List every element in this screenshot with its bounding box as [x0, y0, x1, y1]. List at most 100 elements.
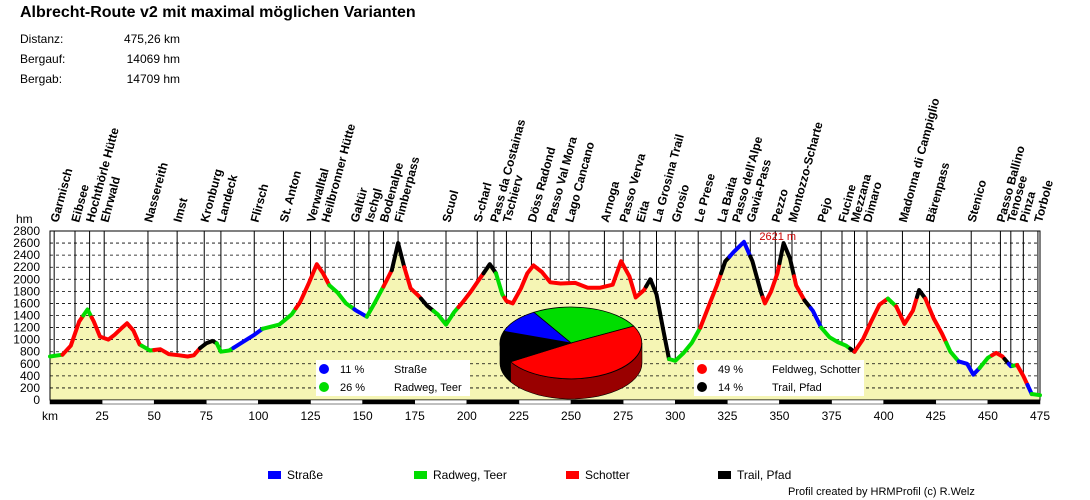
- x-axis-scale-band: [727, 399, 780, 405]
- share-percent: 26 %: [340, 382, 365, 394]
- profile-segment-trail: [419, 296, 436, 313]
- share-percent: 49 %: [718, 364, 743, 376]
- legend-item-trail: Trail, Pfad: [718, 468, 791, 482]
- waypoint-label: Stenico: [965, 178, 990, 223]
- y-tick-label: 2800: [13, 224, 40, 238]
- share-dot-strasse: [319, 364, 329, 374]
- profile-segment-schotter: [152, 346, 203, 359]
- profile-segment-radweg: [667, 325, 703, 363]
- y-tick-label: 1400: [13, 309, 40, 323]
- share-dot-radweg: [319, 382, 329, 392]
- profile-segment-trail: [777, 241, 797, 279]
- share-item-background: [316, 360, 470, 378]
- x-tick-label: 250: [561, 409, 581, 423]
- x-axis-scale-band: [779, 399, 832, 405]
- x-tick-label: 275: [613, 409, 633, 423]
- profile-segment-strasse: [727, 239, 753, 259]
- profile-segment-trail: [198, 338, 219, 351]
- x-axis-scale-band: [49, 399, 103, 405]
- x-tick-label: 400: [874, 409, 894, 423]
- profile-segment-strasse: [352, 307, 369, 319]
- x-axis-scale-band: [153, 399, 207, 405]
- legend-swatch-trail: [718, 471, 731, 479]
- profile-segment-radweg: [819, 325, 853, 351]
- share-item-trail: 14 % Trail, Pfad: [694, 378, 864, 396]
- x-tick-label: 50: [148, 409, 162, 423]
- y-tick-label: 2000: [13, 272, 40, 286]
- stat-distance: Distanz: 475,26 km: [20, 32, 180, 46]
- x-tick-label: 225: [509, 409, 529, 423]
- legend-label: Trail, Pfad: [737, 468, 791, 482]
- profile-segment-trail: [915, 288, 928, 301]
- x-axis-scale-band: [883, 399, 937, 405]
- x-tick-label: 150: [353, 409, 373, 423]
- share-item-background: [316, 378, 470, 396]
- x-axis-scale-band: [570, 399, 624, 405]
- profile-segment-schotter: [89, 315, 144, 348]
- share-item-strasse: 11 % Straße: [316, 360, 470, 378]
- x-tick-label: 475: [1030, 409, 1050, 423]
- x-tick-label: km: [42, 409, 58, 423]
- profile-segment-schotter: [502, 259, 649, 306]
- profile-segment-radweg: [214, 341, 236, 354]
- x-axis-scale-band: [987, 399, 1041, 405]
- profile-segment-schotter: [60, 313, 86, 357]
- x-axis-scale-band: [362, 399, 415, 405]
- share-item-background: [694, 378, 864, 396]
- y-tick-label: 2600: [13, 236, 40, 250]
- stat-ascent-value: 14069 hm: [126, 52, 180, 66]
- pie-slice-trail: [499, 330, 572, 363]
- share-name: Straße: [394, 364, 427, 376]
- y-tick-label: 600: [20, 357, 40, 371]
- profile-segment-strasse: [956, 359, 982, 377]
- waypoint-label: Pejo: [815, 196, 835, 224]
- x-axis-scale-band: [310, 399, 363, 405]
- profile-segment-radweg: [81, 307, 94, 320]
- legend-label: Schotter: [585, 468, 630, 482]
- stat-distance-label: Distanz:: [20, 32, 64, 46]
- share-item-radweg: 26 % Radweg, Teer: [316, 378, 470, 396]
- profile-segment-strasse: [231, 326, 265, 350]
- share-dot-schotter: [697, 364, 707, 374]
- y-tick-label: 1800: [13, 284, 40, 298]
- legend-item-schotter: Schotter: [566, 468, 630, 482]
- share-percent: 11 %: [340, 364, 364, 376]
- stat-ascent-label: Bergauf:: [20, 52, 66, 66]
- x-axis-scale-band: [622, 399, 676, 405]
- waypoint-label: Le Prese: [692, 172, 719, 224]
- share-name: Radweg, Teer: [394, 382, 462, 394]
- x-tick-label: 375: [822, 409, 842, 423]
- x-axis-scale-band: [466, 399, 520, 405]
- x-tick-label: 100: [248, 409, 268, 423]
- waypoint-label: Eita: [633, 199, 652, 224]
- profile-segment-radweg: [48, 352, 65, 359]
- waypoint-label: Scuol: [439, 189, 461, 224]
- x-axis-scale-band: [935, 399, 989, 405]
- waypoint-label: Bärenpass: [923, 161, 952, 224]
- stat-descent: Bergab: 14709 hm: [20, 72, 180, 86]
- x-tick-label: 300: [665, 409, 685, 423]
- x-tick-label: 350: [769, 409, 789, 423]
- legend-label: Straße: [287, 468, 323, 482]
- waypoint-label: St. Anton: [277, 169, 304, 224]
- share-percent: 14 %: [718, 382, 743, 394]
- y-tick-label: 1200: [13, 321, 40, 335]
- y-tick-label: 1000: [13, 333, 40, 347]
- x-tick-label: 75: [200, 409, 214, 423]
- profile-segment-schotter: [1015, 363, 1030, 387]
- stat-ascent: Bergauf: 14069 hm: [20, 52, 180, 66]
- profile-segment-schotter: [698, 271, 724, 330]
- stat-distance-value: 475,26 km: [123, 32, 180, 46]
- profile-segment-radweg: [327, 283, 357, 312]
- stat-descent-label: Bergab:: [20, 72, 63, 86]
- share-name: Trail, Pfad: [772, 382, 822, 394]
- waypoint-label: Flirsch: [248, 182, 272, 224]
- profile-segment-schotter: [293, 262, 332, 311]
- legend-label: Radweg, Teer: [433, 468, 507, 482]
- profile-segment-radweg: [1029, 392, 1042, 398]
- pie-slice-schotter: [509, 325, 643, 380]
- x-tick-label: 425: [926, 409, 946, 423]
- profile-segment-radweg: [944, 340, 961, 364]
- share-item-schotter: 49 % Feldweg, Schotter: [694, 360, 864, 378]
